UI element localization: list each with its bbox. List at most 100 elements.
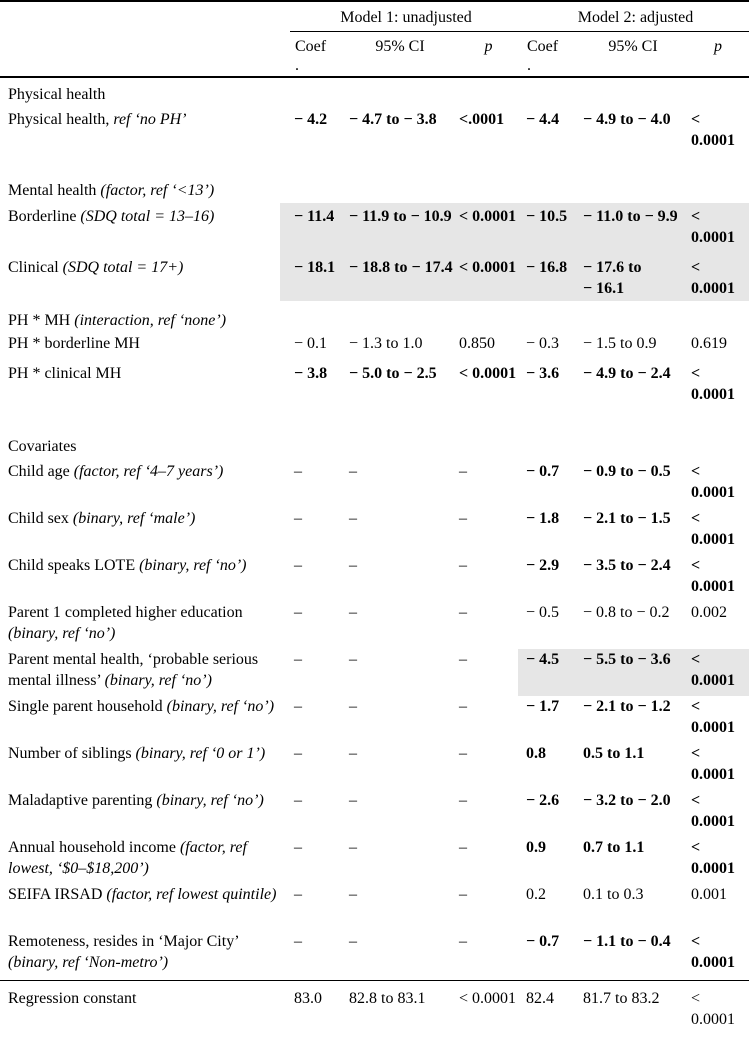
m1-coef-cell: –	[294, 745, 302, 762]
label-segment: Maladaptive parenting	[8, 792, 157, 809]
m1-ci-cell: –	[349, 933, 357, 950]
m1-coef-cell: –	[294, 698, 302, 715]
m2-ci-cell: − 5.5 to − 3.6	[583, 651, 671, 668]
m2-coef-cell: − 0.7	[526, 933, 560, 950]
label-segment: Child age	[8, 463, 74, 480]
m2-p-cell: < 0.0001	[691, 698, 735, 736]
label-segment: Parent mental health, ‘probable serious …	[8, 651, 259, 689]
label-italic-segment: (binary, ref ‘no’)	[139, 557, 247, 574]
label-segment: Mental health	[8, 182, 101, 199]
label-segment: Physical health	[8, 86, 106, 103]
label-segment: PH * borderline MH	[8, 335, 140, 352]
label-italic-segment: (SDQ total = 13–16)	[80, 208, 215, 225]
m1-ci-cell: − 5.0 to − 2.5	[349, 365, 437, 382]
m2-p-cell: 0.001	[691, 886, 727, 903]
label-italic-segment: (binary, ref ‘no’)	[156, 792, 264, 809]
m1-p-cell: –	[459, 510, 467, 527]
m2-ci-cell: − 3.2 to − 2.0	[583, 792, 671, 809]
table-row: Child sex (binary, ref ‘male’) – – – − 1.8− …	[0, 508, 749, 555]
section-header-row: Physical health	[0, 84, 749, 105]
row-label: PH * MH (interaction, ref ‘none’)	[0, 310, 749, 331]
table-row: Maladaptive parenting (binary, ref ‘no’)…	[0, 790, 749, 837]
label-italic-segment: (binary, ref ‘Non-metro’)	[8, 954, 169, 971]
table-row: Physical health, ref ‘no PH’ − 4.2− 4.7 t…	[0, 109, 749, 151]
m2-coef-header: Coef .	[522, 36, 579, 76]
m1-coef-cell: − 11.4	[294, 208, 335, 225]
m1-p-cell: –	[459, 604, 467, 621]
label-segment: Clinical	[8, 259, 63, 276]
m2-ci-cell: − 1.5 to 0.9	[583, 335, 657, 352]
table-body: Physical health Physical health, ref ‘no …	[0, 84, 749, 1039]
label-italic-segment: (binary, ref ‘male’)	[72, 510, 196, 527]
m2-p-cell: < 0.0001	[691, 792, 735, 830]
label-italic-segment: (factor, ref lowest, ‘$0–$18,200’)	[8, 839, 247, 877]
m1-coef-cell: –	[294, 651, 302, 668]
row-label: Child sex (binary, ref ‘male’)	[0, 508, 290, 555]
row-label: PH * clinical MH	[0, 363, 290, 405]
label-italic-segment: (binary, ref ‘no’)	[104, 672, 212, 689]
row-label: Regression constant	[0, 988, 290, 1030]
m1-p-cell: < 0.0001	[459, 365, 517, 382]
m2-coef-cell: − 1.7	[526, 698, 560, 715]
header-spacer	[0, 36, 290, 76]
row-label: Parent 1 completed higher education (bin…	[0, 602, 290, 649]
m2-p-cell: < 0.0001	[691, 463, 735, 501]
m1-p-cell: –	[459, 886, 467, 903]
m1-ci-cell: –	[349, 651, 357, 668]
label-italic-segment: (binary, ref ‘no’)	[8, 625, 116, 642]
row-label: Physical health, ref ‘no PH’	[0, 109, 290, 151]
m1-coef-cell: − 0.1	[294, 335, 328, 352]
m1-coef-cell: –	[294, 557, 302, 574]
table-row: PH * clinical MH − 3.8 − 5.0 to − 2.5 < 0.0…	[0, 363, 749, 405]
m1-coef-cell: –	[294, 792, 302, 809]
table-row: Child speaks LOTE (binary, ref ‘no’) – – – −…	[0, 555, 749, 602]
m2-ci-cell: − 17.6 to − 16.1	[583, 259, 642, 297]
m2-ci-cell: − 2.1 to − 1.5	[583, 510, 671, 527]
table-row: Clinical (SDQ total = 17+) − 18.1− 18.8 t…	[0, 254, 749, 301]
m2-ci-header: 95% CI	[608, 38, 658, 55]
m2-coef-cell: − 4.4	[526, 111, 560, 128]
m2-coef-cell: 0.2	[526, 886, 546, 903]
row-label: Clinical (SDQ total = 17+)	[0, 257, 290, 299]
row-label: Maladaptive parenting (binary, ref ‘no’)	[0, 790, 290, 837]
m1-ci-cell: − 1.3 to 1.0	[349, 335, 423, 352]
m2-p-cell: < 0.0001	[691, 651, 735, 689]
m2-p-cell: < 0.0001	[691, 933, 735, 971]
m1-coef-cell: –	[294, 510, 302, 527]
m1-p-cell: –	[459, 557, 467, 574]
m2-ci-cell: − 2.1 to − 1.2	[583, 698, 671, 715]
table-row: Borderline (SDQ total = 13–16) − 11.4 − 11…	[0, 203, 749, 254]
label-italic-segment: (binary, ref ‘no’)	[166, 698, 275, 715]
m1-p-cell: –	[459, 839, 467, 856]
m2-coef-cell: − 2.9	[526, 557, 560, 574]
coef-header-dot: .	[527, 57, 531, 74]
label-italic-segment: (interaction, ref ‘none’)	[74, 312, 227, 329]
row-label: Physical health	[0, 84, 749, 105]
m1-coef-cell: –	[294, 933, 302, 950]
row-label: Single parent household (binary, ref ‘no…	[0, 696, 290, 743]
header-spacer	[0, 7, 290, 30]
m1-coef-cell: − 3.8	[294, 365, 328, 382]
section-header-row: PH * MH (interaction, ref ‘none’)	[0, 310, 749, 331]
m1-ci-cell: − 11.9 to − 10.9	[349, 208, 452, 225]
label-italic-segment: (binary, ref ‘0 or 1’)	[135, 745, 266, 762]
m1-ci-cell: –	[349, 510, 357, 527]
m2-coef-cell: − 1.8	[526, 510, 560, 527]
m2-coef-cell: − 0.7	[526, 463, 560, 480]
m1-ci-cell: –	[349, 463, 357, 480]
m2-ci-cell: 0.7 to 1.1	[583, 839, 645, 856]
label-segment: Borderline	[8, 208, 81, 225]
m1-coef-cell: –	[294, 839, 302, 856]
table-row: Single parent household (binary, ref ‘no…	[0, 696, 749, 743]
m2-coef-cell: − 0.5	[526, 604, 560, 621]
m2-coef-cell: − 3.6	[526, 365, 560, 382]
m1-coef-cell: –	[294, 604, 302, 621]
row-label: Covariates	[0, 436, 749, 457]
table-row: Child age (factor, ref ‘4–7 years’) – – – − …	[0, 461, 749, 508]
m2-coef-cell: 0.8	[526, 745, 546, 762]
m1-p-cell: –	[459, 698, 467, 715]
m2-ci-cell: − 0.8 to − 0.2	[583, 604, 670, 621]
m1-p-cell: –	[459, 463, 467, 480]
row-label: Child speaks LOTE (binary, ref ‘no’)	[0, 555, 290, 602]
